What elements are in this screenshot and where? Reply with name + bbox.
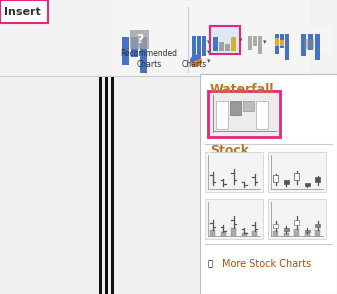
- Text: Recommended
Charts: Recommended Charts: [120, 49, 178, 69]
- Bar: [231, 37, 236, 51]
- Bar: [232, 228, 237, 236]
- Bar: [305, 233, 310, 236]
- Bar: [308, 34, 313, 50]
- Bar: [304, 39, 314, 49]
- Bar: [210, 230, 215, 236]
- Text: Stock: Stock: [210, 143, 249, 156]
- Text: Charts: Charts: [181, 60, 207, 69]
- Bar: [221, 232, 226, 236]
- Bar: [295, 173, 299, 180]
- Bar: [202, 36, 206, 56]
- Bar: [295, 220, 299, 225]
- Bar: [258, 36, 262, 54]
- Bar: [0, 0, 337, 76]
- Bar: [275, 34, 279, 54]
- Bar: [268, 199, 326, 239]
- Bar: [0, 0, 48, 23]
- Bar: [122, 37, 129, 65]
- Bar: [243, 101, 254, 111]
- Bar: [275, 38, 279, 46]
- Bar: [111, 76, 114, 294]
- Bar: [242, 233, 247, 236]
- Bar: [197, 36, 201, 47]
- Bar: [305, 230, 310, 231]
- Bar: [256, 101, 268, 129]
- Bar: [219, 42, 224, 51]
- Text: ▾: ▾: [207, 49, 210, 55]
- Bar: [268, 152, 326, 192]
- Bar: [208, 91, 280, 137]
- Bar: [305, 183, 310, 186]
- Text: ▾: ▾: [207, 58, 210, 64]
- Bar: [284, 228, 289, 231]
- Bar: [205, 199, 263, 239]
- Text: More Stock Charts: More Stock Charts: [222, 259, 311, 269]
- Wedge shape: [190, 58, 202, 67]
- Bar: [202, 45, 206, 54]
- Text: ?: ?: [136, 33, 143, 46]
- Bar: [230, 101, 241, 115]
- Bar: [99, 76, 102, 294]
- Bar: [130, 30, 149, 49]
- Bar: [192, 36, 196, 52]
- Bar: [200, 74, 337, 294]
- Bar: [252, 231, 257, 236]
- Bar: [315, 34, 320, 60]
- Bar: [225, 44, 230, 51]
- Text: ▾: ▾: [263, 39, 267, 45]
- Bar: [284, 233, 289, 236]
- Bar: [315, 224, 320, 227]
- Bar: [216, 101, 228, 129]
- Bar: [295, 229, 299, 236]
- Bar: [253, 36, 257, 46]
- Bar: [192, 45, 196, 57]
- Bar: [0, 76, 200, 294]
- Bar: [280, 34, 284, 48]
- Bar: [273, 175, 278, 181]
- Bar: [140, 37, 147, 73]
- Text: Waterfall: Waterfall: [210, 83, 274, 96]
- Bar: [285, 34, 289, 60]
- Bar: [113, 1, 310, 75]
- Bar: [273, 231, 278, 236]
- Text: 📊: 📊: [208, 260, 213, 268]
- Bar: [210, 26, 240, 54]
- Bar: [248, 36, 252, 50]
- Bar: [315, 230, 320, 236]
- Bar: [131, 37, 138, 57]
- Bar: [273, 224, 278, 228]
- Bar: [284, 181, 289, 184]
- Bar: [280, 40, 284, 46]
- Bar: [299, 26, 331, 54]
- Text: ▾: ▾: [239, 37, 242, 43]
- Bar: [301, 34, 306, 56]
- Text: Insert: Insert: [4, 7, 41, 17]
- Bar: [115, 5, 187, 73]
- Wedge shape: [190, 55, 201, 63]
- Bar: [0, 76, 337, 77]
- Bar: [315, 177, 320, 182]
- Bar: [205, 152, 263, 192]
- Bar: [197, 45, 201, 61]
- Bar: [105, 76, 108, 294]
- Bar: [213, 37, 218, 51]
- Text: ▾: ▾: [207, 39, 210, 45]
